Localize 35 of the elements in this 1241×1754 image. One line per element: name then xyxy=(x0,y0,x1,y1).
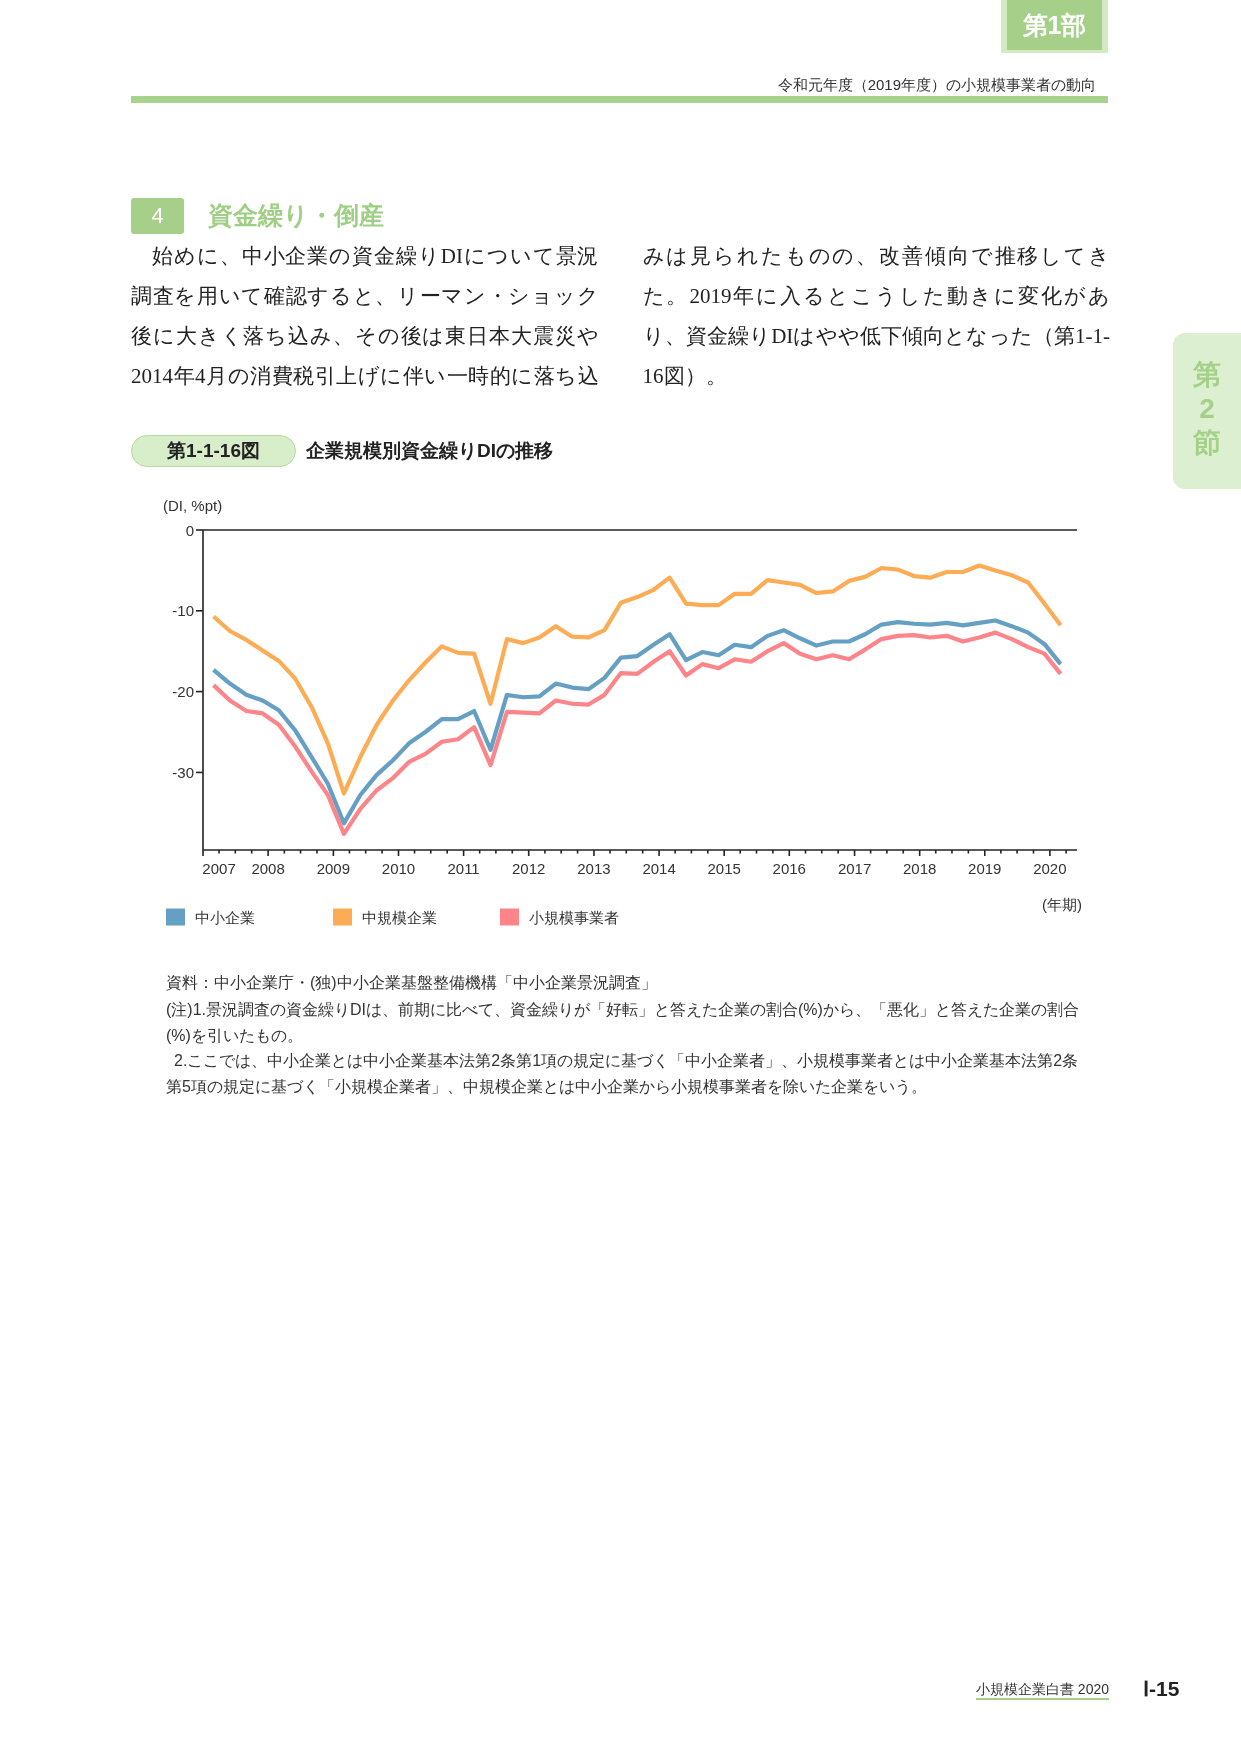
x-tick-label: 2007 xyxy=(202,859,236,877)
x-tick-label: 2014 xyxy=(642,859,676,877)
line-series xyxy=(211,563,1063,796)
legend-label: 小規模事業者 xyxy=(529,908,619,926)
x-tick-label: 2009 xyxy=(316,859,351,877)
x-tick-label: 2012 xyxy=(512,859,546,877)
text: 第1部 xyxy=(1007,0,1102,50)
x-tick-label: 2020 xyxy=(1033,859,1067,877)
text: 資料：中小企業庁・(独)中小企業基盤整備機構「中小企業景況調査」 xyxy=(166,973,658,993)
text: 小規模企業白書 2020 xyxy=(975,1680,1109,1700)
y-axis-title: (DI, %pt) xyxy=(163,496,223,514)
x-tick-label: 2017 xyxy=(837,859,872,877)
y-tick-label: -20 xyxy=(172,683,194,701)
x-axis-title: (年期) xyxy=(1042,895,1082,913)
legend-label: 中規模企業 xyxy=(362,908,437,926)
text: 資金繰り・倒産 xyxy=(208,200,384,231)
y-tick-label: -10 xyxy=(172,602,194,620)
x-tick-label: 2019 xyxy=(968,859,1002,877)
x-tick-label: 2016 xyxy=(772,859,806,877)
text: Ⅰ-15 xyxy=(1143,1676,1180,1702)
x-tick-label: 2011 xyxy=(447,859,480,877)
legend-label: 中小企業 xyxy=(195,908,255,926)
text: (注)1.景況調査の資金繰りDIは、前期に比べて、資金繰りが「好転」と答えた企業の割合(%)から、「悪化」と答えた企業の割合(%)を引いたもの。 xyxy=(166,1000,1080,1046)
text: 2.ここでは、中小企業とは中小企業基本法第2条第1項の規定に基づく「中小企業者」、小規模事業者とは中小企業基本法第2条第5項の規定に基づく「小規模企業者」、中規模企業とは中小企業から小規模事業者を除いた企業をいう。 xyxy=(166,1051,1080,1097)
x-tick-label: 2015 xyxy=(707,859,741,877)
x-tick-label: 2008 xyxy=(251,859,285,877)
x-tick-label: 2018 xyxy=(902,859,937,877)
text: 令和元年度（2019年度）の小規模事業者の動向 xyxy=(777,75,1096,95)
text: 始めに、中小企業の資金繰りDIについて景況調査を用いて確認すると、リーマン・ショック後に大きく落ち込み、その後は東日本大震災や2014年4月の消費税引上げに伴い一時的に落ち込みは見られたものの、改善傾向で推移してきた。2019年に入るとこうした動きに変化があり、資金繰りDIはやや低下傾向となった（第1-1-16図）。 xyxy=(131,244,1110,388)
y-tick-label: -30 xyxy=(172,763,194,781)
text: 第2節 xyxy=(1192,358,1222,460)
x-tick-label: 2010 xyxy=(381,859,416,877)
x-tick-label: 2013 xyxy=(577,859,611,877)
chart-title: 企業規模別資金繰りDIの推移 xyxy=(306,439,553,463)
y-tick-label: 0 xyxy=(185,521,194,539)
